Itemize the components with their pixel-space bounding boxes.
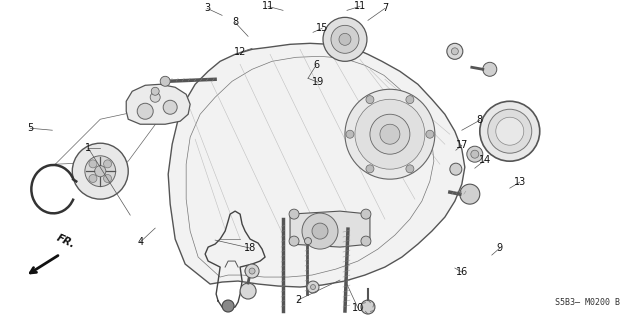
Circle shape bbox=[460, 184, 480, 204]
Circle shape bbox=[361, 236, 371, 246]
Text: 18: 18 bbox=[244, 243, 256, 253]
Circle shape bbox=[72, 143, 128, 199]
Circle shape bbox=[355, 99, 425, 169]
Circle shape bbox=[361, 209, 371, 219]
Text: 11: 11 bbox=[354, 1, 366, 11]
Circle shape bbox=[305, 238, 312, 245]
Text: 3: 3 bbox=[204, 4, 210, 13]
Circle shape bbox=[447, 43, 463, 59]
Circle shape bbox=[323, 17, 367, 61]
Circle shape bbox=[450, 163, 462, 175]
Text: 11: 11 bbox=[262, 1, 274, 11]
Text: 1: 1 bbox=[85, 143, 92, 153]
Circle shape bbox=[345, 89, 435, 179]
Circle shape bbox=[249, 268, 255, 274]
Text: 6: 6 bbox=[313, 60, 319, 70]
Circle shape bbox=[471, 150, 479, 158]
Circle shape bbox=[307, 281, 319, 293]
Circle shape bbox=[89, 160, 97, 168]
Circle shape bbox=[366, 165, 374, 173]
Text: 10: 10 bbox=[352, 303, 364, 313]
Circle shape bbox=[339, 33, 351, 45]
Text: 15: 15 bbox=[316, 23, 328, 33]
Circle shape bbox=[480, 101, 540, 161]
Circle shape bbox=[222, 300, 234, 312]
Circle shape bbox=[467, 146, 483, 162]
Text: 17: 17 bbox=[456, 140, 468, 150]
Circle shape bbox=[95, 166, 106, 177]
Polygon shape bbox=[290, 211, 370, 247]
Circle shape bbox=[163, 100, 177, 114]
Polygon shape bbox=[168, 43, 465, 287]
Text: S5B3– M0200 B: S5B3– M0200 B bbox=[555, 298, 620, 307]
Circle shape bbox=[406, 96, 414, 104]
Circle shape bbox=[370, 114, 410, 154]
Circle shape bbox=[104, 160, 111, 168]
Circle shape bbox=[483, 62, 497, 76]
Polygon shape bbox=[126, 84, 190, 124]
Circle shape bbox=[104, 174, 111, 182]
Text: 7: 7 bbox=[382, 4, 388, 13]
Circle shape bbox=[240, 283, 256, 299]
Circle shape bbox=[289, 209, 299, 219]
Text: 12: 12 bbox=[234, 47, 246, 57]
Text: FR.: FR. bbox=[55, 233, 77, 250]
Text: 4: 4 bbox=[137, 237, 143, 247]
Circle shape bbox=[89, 174, 97, 182]
Circle shape bbox=[160, 76, 170, 86]
Circle shape bbox=[496, 117, 524, 145]
Circle shape bbox=[406, 165, 414, 173]
Circle shape bbox=[289, 236, 299, 246]
Circle shape bbox=[245, 264, 259, 278]
Circle shape bbox=[310, 285, 316, 290]
Circle shape bbox=[488, 109, 532, 153]
Circle shape bbox=[151, 87, 159, 95]
Circle shape bbox=[361, 300, 375, 314]
Circle shape bbox=[245, 266, 255, 276]
Text: 5: 5 bbox=[28, 123, 33, 133]
Text: 9: 9 bbox=[497, 243, 503, 253]
Circle shape bbox=[312, 223, 328, 239]
Circle shape bbox=[302, 213, 338, 249]
Circle shape bbox=[366, 96, 374, 104]
Circle shape bbox=[451, 48, 458, 55]
Text: 14: 14 bbox=[479, 155, 491, 165]
Text: 8: 8 bbox=[232, 17, 238, 27]
Circle shape bbox=[380, 124, 400, 144]
Circle shape bbox=[346, 130, 354, 138]
Text: 13: 13 bbox=[514, 177, 526, 187]
Text: 2: 2 bbox=[295, 295, 301, 305]
Circle shape bbox=[85, 156, 116, 187]
Text: 8: 8 bbox=[477, 115, 483, 125]
Circle shape bbox=[426, 130, 434, 138]
Circle shape bbox=[150, 92, 160, 102]
Text: 16: 16 bbox=[456, 267, 468, 277]
Text: 19: 19 bbox=[312, 77, 324, 87]
Circle shape bbox=[137, 103, 153, 119]
Circle shape bbox=[331, 25, 359, 53]
